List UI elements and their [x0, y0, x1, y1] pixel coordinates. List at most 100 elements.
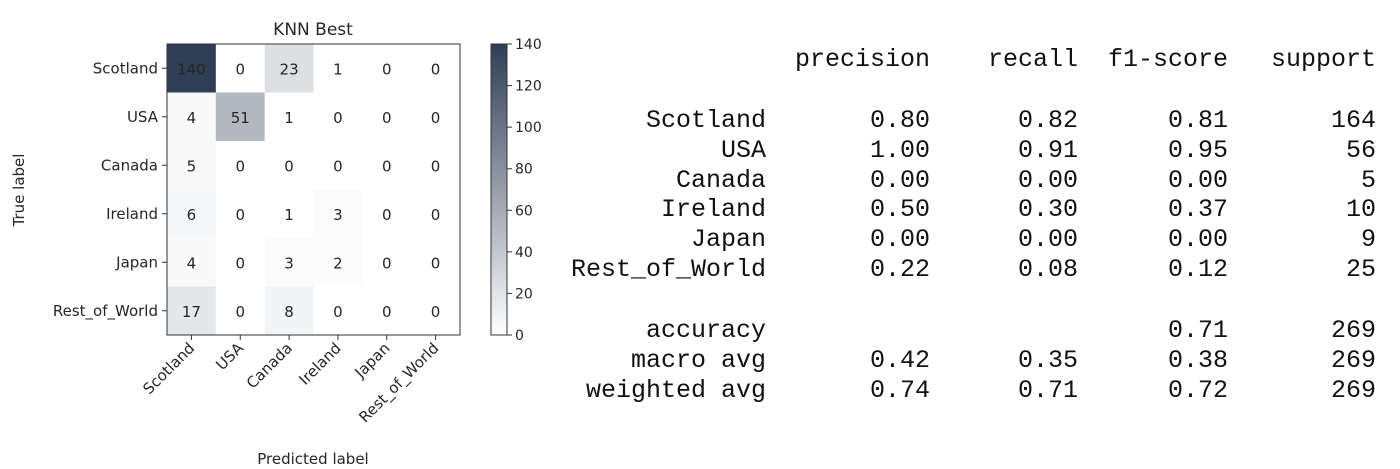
report-f1-value: 0.00 — [1167, 225, 1228, 255]
report-f1-value: 0.95 — [1167, 135, 1228, 165]
report-precision-value: 0.22 — [869, 255, 930, 284]
cell-value-label: 17 — [182, 303, 201, 321]
report-header-precision: precision — [794, 45, 930, 74]
report-support-value: 164 — [1330, 106, 1376, 135]
matrix-cell — [215, 141, 266, 190]
matrix-cell — [167, 286, 217, 336]
report-summary-support-value: 269 — [1330, 316, 1376, 345]
matrix-cell — [215, 189, 266, 239]
plot-frame — [166, 43, 461, 336]
report-precision-value: 0.80 — [869, 106, 930, 135]
matrix-cell — [411, 286, 461, 336]
colorbar-tick-label: 20 — [515, 286, 533, 302]
matrix-cell — [264, 141, 314, 190]
y-tick-label: Ireland — [106, 205, 158, 223]
report-f1-value: 0.81 — [1167, 106, 1228, 135]
cell-value-label: 0 — [284, 157, 294, 175]
cell-value-label: 51 — [231, 109, 250, 127]
matrix-cell — [362, 92, 412, 142]
cell-value-label: 0 — [431, 109, 441, 127]
report-recall-value: 0.91 — [1017, 135, 1078, 165]
cell-value-label: 4 — [187, 109, 197, 127]
report-support-value: 5 — [1360, 165, 1376, 195]
cell-value-label: 23 — [280, 60, 299, 78]
report-f1-value: 0.37 — [1167, 195, 1228, 225]
matrix-cell — [264, 189, 314, 239]
report-header-support: support — [1270, 45, 1376, 74]
cell-value-label: 5 — [187, 157, 197, 175]
confusion-matrix-chart: KNN Best 140 0 23 1 0 04 51 1 0 0 05 0 0 0 0 06 0 1 3 0 04 0 3… — [10, 20, 542, 468]
y-tick-label: Canada — [101, 156, 158, 174]
cell-value-label: 1 — [333, 60, 343, 78]
report-summary-recall-value: 0.71 — [1017, 376, 1078, 405]
matrix-cell — [215, 238, 266, 287]
matrix-cell — [411, 238, 461, 287]
report-precision-value: 0.00 — [869, 225, 930, 255]
x-axis-label: Predicted label — [257, 450, 368, 468]
report-row-label: Japan — [690, 225, 766, 255]
cell-value-label: 0 — [382, 157, 392, 175]
cell-value-label: 0 — [235, 303, 245, 321]
cell-value-label: 3 — [284, 254, 294, 272]
cell-value-label: 0 — [382, 303, 392, 321]
report-recall-value: 0.00 — [1017, 165, 1078, 195]
cell-value-label: 3 — [333, 206, 343, 224]
cell-value-label: 0 — [382, 109, 392, 127]
cell-value-label: 0 — [382, 60, 392, 78]
report-precision-value: 1.00 — [869, 135, 930, 165]
cell-value-label: 0 — [235, 254, 245, 272]
matrix-cell — [362, 44, 412, 93]
report-precision-value: 0.50 — [869, 195, 930, 225]
y-axis-label: True label — [10, 154, 28, 228]
report-header-recall: recall — [987, 45, 1078, 74]
report-row-label: Rest_of_World — [570, 255, 766, 284]
report-precision-value: 0.00 — [869, 165, 930, 195]
report-summary-f1-value: 0.38 — [1167, 346, 1228, 375]
cell-value-label: 0 — [382, 254, 392, 272]
matrix-cell — [411, 44, 461, 93]
matrix-cell — [167, 141, 217, 190]
cell-value-label: 0 — [431, 254, 441, 272]
report-support-value: 25 — [1345, 255, 1376, 284]
report-recall-value: 0.30 — [1017, 195, 1078, 225]
cell-value-label: 1 — [284, 206, 294, 224]
cell-value-label: 140 — [177, 60, 206, 78]
cell-value-label: 0 — [333, 157, 343, 175]
matrix-cell — [362, 238, 412, 287]
report-summary-precision-value: 0.42 — [869, 346, 930, 375]
matrix-cell — [215, 92, 266, 142]
report-support-value: 10 — [1345, 195, 1376, 225]
cell-value-label: 0 — [333, 303, 343, 321]
matrix-cell — [215, 44, 266, 93]
matrix-cell — [362, 141, 412, 190]
report-summary-support-value: 269 — [1330, 376, 1376, 405]
colorbar-tick-label: 40 — [515, 245, 533, 261]
matrix-cell — [264, 92, 314, 142]
report-row-label: Ireland — [660, 195, 766, 225]
report-row-label: USA — [720, 135, 766, 165]
report-summary-f1-value: 0.71 — [1167, 316, 1228, 345]
cell-value-label: 0 — [235, 206, 245, 224]
matrix-cell — [411, 141, 461, 190]
colorbar-tick-label: 0 — [515, 328, 524, 344]
cell-value-label: 0 — [431, 303, 441, 321]
cell-value-label: 6 — [187, 206, 197, 224]
report-summary-label: accuracy — [645, 316, 766, 345]
report-summary-recall-value: 0.35 — [1017, 346, 1078, 375]
matrix-cell — [313, 141, 363, 190]
cell-value-label: 2 — [333, 254, 343, 272]
cell-value-label: 8 — [284, 303, 294, 321]
report-support-value: 56 — [1345, 135, 1376, 165]
colorbar-tick-label: 60 — [515, 203, 533, 219]
matrix-cell — [313, 92, 363, 142]
matrix-cell — [264, 286, 314, 336]
colorbar-tick-label: 80 — [515, 162, 533, 178]
report-recall-value: 0.00 — [1017, 225, 1078, 255]
matrix-cell — [362, 189, 412, 239]
report-summary-support-value: 269 — [1330, 346, 1376, 375]
matrix-cell — [411, 92, 461, 142]
cell-value-label: 0 — [431, 60, 441, 78]
matrix-cell — [313, 189, 363, 239]
matrix-cell — [167, 189, 217, 239]
cell-value-label: 0 — [235, 157, 245, 175]
